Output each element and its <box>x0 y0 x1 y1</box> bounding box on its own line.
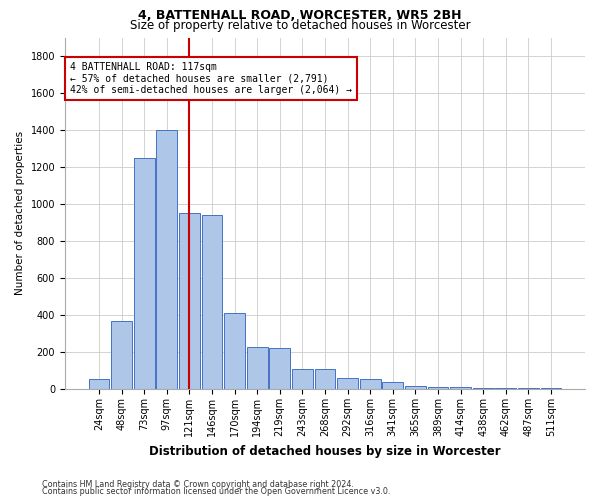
Bar <box>269 348 290 389</box>
Bar <box>541 388 562 389</box>
Bar <box>247 346 268 389</box>
Bar <box>382 382 403 389</box>
Text: Contains HM Land Registry data © Crown copyright and database right 2024.: Contains HM Land Registry data © Crown c… <box>42 480 354 489</box>
Text: Contains public sector information licensed under the Open Government Licence v3: Contains public sector information licen… <box>42 487 391 496</box>
Bar <box>134 158 155 389</box>
Y-axis label: Number of detached properties: Number of detached properties <box>15 132 25 296</box>
Bar <box>337 378 358 389</box>
Bar <box>428 388 448 389</box>
Text: Size of property relative to detached houses in Worcester: Size of property relative to detached ho… <box>130 18 470 32</box>
Bar <box>224 314 245 389</box>
Bar <box>202 215 223 389</box>
Bar <box>496 388 516 389</box>
Bar <box>157 130 177 389</box>
Bar <box>179 214 200 389</box>
X-axis label: Distribution of detached houses by size in Worcester: Distribution of detached houses by size … <box>149 444 501 458</box>
Bar <box>314 369 335 389</box>
Text: 4, BATTENHALL ROAD, WORCESTER, WR5 2BH: 4, BATTENHALL ROAD, WORCESTER, WR5 2BH <box>138 9 462 22</box>
Bar <box>518 388 539 389</box>
Bar <box>473 388 494 389</box>
Bar <box>292 369 313 389</box>
Bar <box>360 379 380 389</box>
Bar <box>405 386 426 389</box>
Bar <box>450 388 471 389</box>
Bar <box>89 379 109 389</box>
Bar <box>111 320 132 389</box>
Text: 4 BATTENHALL ROAD: 117sqm
← 57% of detached houses are smaller (2,791)
42% of se: 4 BATTENHALL ROAD: 117sqm ← 57% of detac… <box>70 62 352 96</box>
